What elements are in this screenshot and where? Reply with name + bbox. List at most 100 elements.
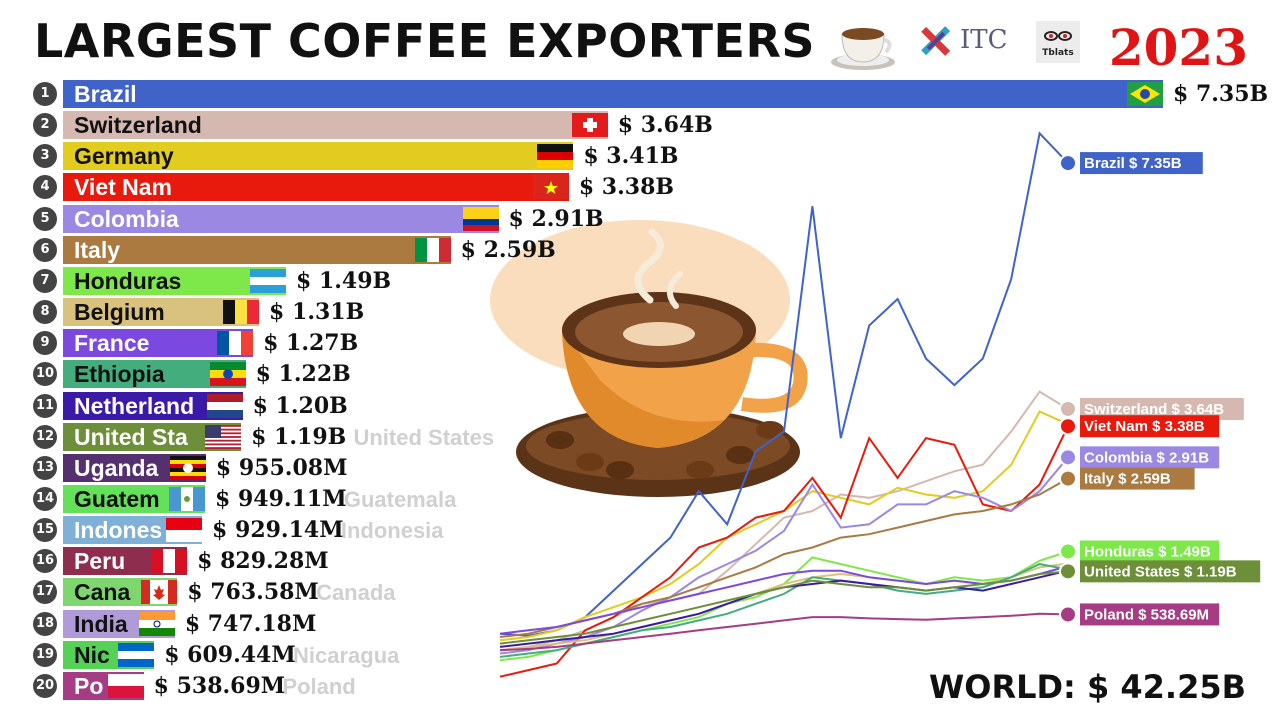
bar-row: 16 Peru $ 829.28M (0, 546, 1280, 577)
bar-row: 2 Switzerland $ 3.64B (0, 110, 1280, 141)
flag-icon (223, 300, 260, 325)
rank-badge: 6 (33, 237, 57, 262)
page-title: LARGEST COFFEE EXPORTERS (34, 14, 816, 68)
rank-badge: 10 (33, 362, 57, 387)
flag-icon (169, 455, 206, 480)
bar: Germany (63, 142, 574, 171)
bar: Switzerland (63, 111, 608, 140)
bar-country-label: Germany (74, 143, 174, 170)
bar-country-label: Italy (74, 236, 121, 263)
flag-icon (532, 175, 569, 200)
value-label: $ 3.64B (617, 112, 713, 139)
rank-badge: 12 (33, 424, 57, 449)
ghost-country-label: United States (353, 424, 495, 450)
rank-badge: 18 (33, 611, 57, 636)
flag-icon (118, 642, 155, 667)
bar-country-label: India (74, 610, 128, 637)
bar-row: 7 Honduras $ 1.49B (0, 266, 1280, 297)
rank-badge: 7 (33, 268, 57, 293)
bar-country-label: Ethiopia (74, 361, 165, 388)
svg-text:Tblats: Tblats (1042, 48, 1073, 58)
rank-badge: 20 (33, 673, 57, 698)
flag-icon (571, 113, 608, 138)
value-label: $ 829.28M (197, 548, 329, 575)
bar-country-label: Honduras (74, 267, 182, 294)
value-label: $ 747.18M (184, 610, 317, 637)
rank-badge: 11 (33, 393, 57, 418)
value-label: $ 1.19B (251, 423, 347, 450)
rank-badge: 19 (33, 642, 57, 667)
value-label: $ 1.49B (295, 267, 392, 294)
value-label: $ 763.58M (187, 579, 319, 606)
bar-country-label: Colombia (74, 205, 179, 232)
value-label: $ 949.11M (215, 485, 347, 512)
bar-country-label: Po (74, 672, 104, 699)
svg-text:ITC: ITC (960, 25, 1008, 55)
bar-row: 13 Uganda $ 955.08M (0, 453, 1280, 484)
bar-row: 3 Germany $ 3.41B (0, 141, 1280, 172)
flag-icon (414, 237, 451, 262)
bar-row: 4 Viet Nam $ 3.38B (0, 172, 1280, 203)
flag-icon (141, 580, 178, 605)
flag-icon (205, 424, 242, 449)
value-label: $ 3.38B (578, 174, 674, 201)
bar: Honduras (63, 266, 286, 295)
bar-country-label: Netherland (74, 392, 195, 419)
bar: Indones (63, 516, 203, 545)
flag-icon (166, 518, 203, 543)
ghost-country-label: Poland (282, 673, 356, 699)
bar-country-label: Uganda (74, 454, 159, 481)
value-label: $ 3.41B (583, 143, 679, 170)
rank-badge: 16 (33, 549, 57, 574)
value-label: $ 2.91B (508, 205, 604, 232)
flag-icon (209, 362, 246, 387)
value-label: $ 1.31B (269, 299, 365, 326)
flag-icon (138, 611, 175, 636)
bar-row: 15 Indones $ 929.14M Indonesia (0, 515, 1280, 546)
year-label: 2023 (1108, 18, 1248, 77)
rank-badge: 14 (33, 486, 57, 511)
itc-logo-icon: ITC (916, 20, 1020, 62)
bar-country-label: Brazil (74, 81, 137, 107)
ghost-country-label: Indonesia (340, 518, 444, 544)
bar-row: 11 Netherland $ 1.20B (0, 391, 1280, 422)
bar: Italy (63, 235, 451, 264)
flag-icon (217, 331, 254, 356)
bar-row: 1 Brazil $ 7.35B (0, 79, 1280, 110)
flag-icon (107, 673, 144, 698)
value-label: $ 7.35B (1173, 81, 1269, 107)
value-label: $ 955.08M (215, 454, 348, 481)
rank-badge: 9 (33, 331, 57, 356)
bar-country-label: Peru (74, 548, 126, 575)
bar-country-label: Viet Nam (74, 174, 173, 201)
value-label: $ 929.14M (212, 517, 344, 544)
value-label: $ 1.20B (252, 392, 348, 419)
rank-badge: 2 (33, 113, 57, 138)
bar-row: 6 Italy $ 2.59B (0, 235, 1280, 266)
bar-row: 17 Cana $ 763.58M Canada (0, 577, 1280, 608)
flag-icon (206, 393, 243, 418)
bar-country-label: Belgium (74, 299, 165, 326)
channel-logo-icon: Tblats (1036, 21, 1080, 63)
bar-country-label: France (74, 330, 150, 357)
ghost-country-label: Canada (316, 580, 396, 606)
bar-country-label: Cana (74, 579, 131, 606)
coffee-cup-icon (828, 16, 898, 72)
bar-row: 19 Nic $ 609.44M Nicaragua (0, 640, 1280, 671)
rank-badge: 15 (33, 518, 57, 543)
flag-icon (169, 486, 206, 511)
flag-icon (537, 144, 574, 169)
bar: Brazil (63, 80, 1163, 108)
bar-country-label: Indones (74, 517, 163, 544)
value-label: $ 609.44M (164, 641, 296, 668)
rank-badge: 5 (33, 206, 57, 231)
bar-row: 12 United Sta $ 1.19B United States (0, 422, 1280, 453)
bar-country-label: Nic (74, 641, 110, 668)
bar-row: 9 France $ 1.27B (0, 328, 1280, 359)
bar-country-label: Switzerland (74, 112, 202, 139)
flag-icon (1127, 82, 1163, 106)
bar: Viet Nam (63, 173, 569, 202)
bar-country-label: Guatem (74, 485, 160, 512)
flag-icon (151, 549, 188, 574)
value-label: $ 538.69M (153, 672, 286, 699)
